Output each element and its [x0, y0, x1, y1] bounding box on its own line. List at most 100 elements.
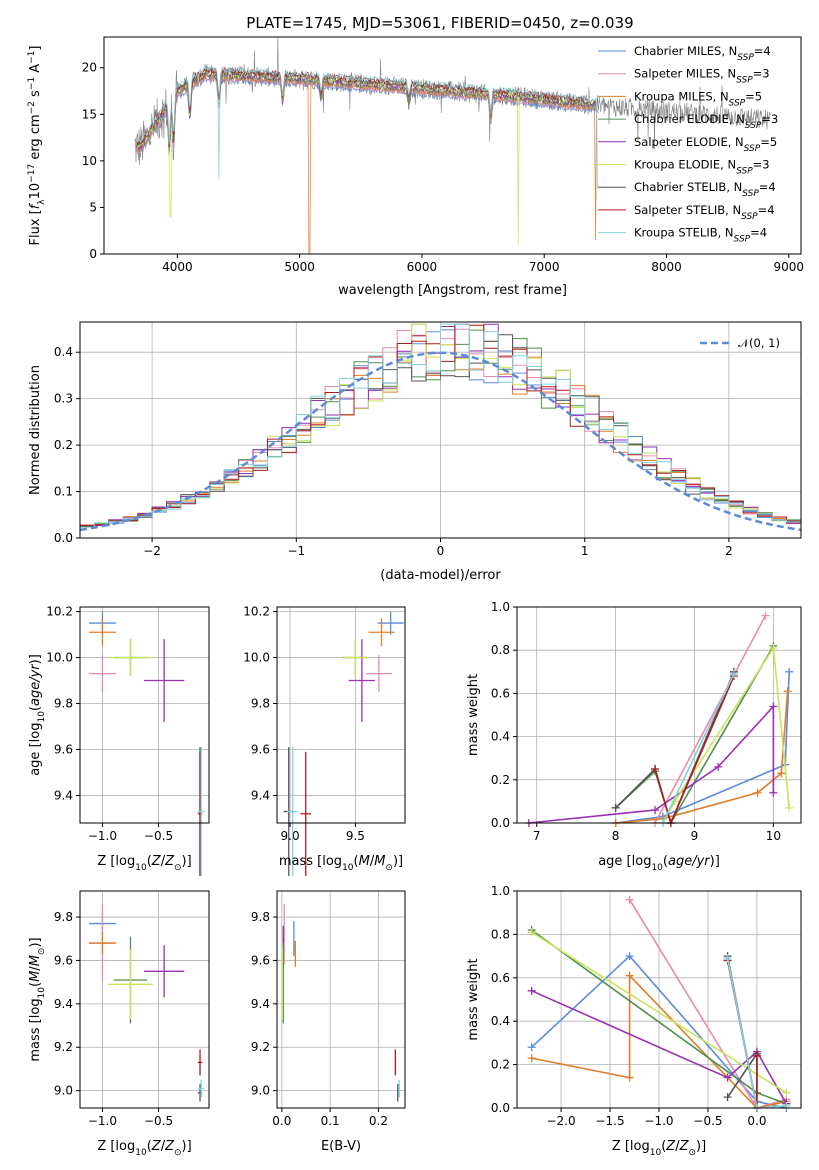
x-axis-label: mass [log10(M/M⊙)] [279, 854, 403, 873]
legend-label: Kroupa MILES, NSSP=5 [634, 89, 762, 108]
x-tick-label: 8000 [651, 260, 682, 274]
x-tick-label: 0.1 [321, 1114, 340, 1128]
axes-frame [276, 890, 406, 1109]
gaussian-curve [80, 351, 801, 532]
x-tick-label: 0.0 [272, 1114, 291, 1128]
mass-weight-marker [625, 952, 634, 961]
y-tick-label: 9.4 [251, 788, 270, 802]
x-tick-label: −1 [287, 544, 305, 558]
mass-weight-marker [723, 1093, 732, 1102]
y-tick-label: 15 [82, 107, 97, 121]
mass-weight-line [528, 704, 775, 824]
mass-weight-line [662, 673, 735, 824]
x-tick-label: 9000 [773, 260, 804, 274]
panels-group: 4000 5000 6000 7000 8000 900005101520Chabrier… [27, 36, 804, 1158]
mass-weight-marker [723, 1073, 732, 1082]
mass-weight-marker [783, 687, 792, 696]
x-tick-label: −2.0 [546, 1114, 575, 1128]
histogram-step [80, 323, 801, 538]
y-tick-label: 0.8 [491, 643, 510, 657]
y-tick-label: 9.2 [251, 1040, 270, 1054]
y-axis-label: Normed distribution [28, 365, 43, 495]
legend-label: Chabrier MILES, NSSP=4 [634, 44, 771, 63]
age-vs-metallicity-panel: −1.0 −0.5 9.4 9.6 9.8 10.0 10.2 Z [log10(Z/Z⊙)]… [28, 605, 210, 876]
x-tick-label: 9.0 [281, 829, 300, 843]
y-tick-label: 9.8 [54, 697, 73, 711]
histogram-lines [80, 323, 801, 538]
residuals-panel: −2 −1 0 1 2 0.0 0.1 0.2 0.3 0.4 𝒩(0, 1) (data-model… [28, 321, 802, 583]
histogram-step [80, 323, 801, 538]
y-tick-label: 9.0 [54, 1084, 73, 1098]
x-axis-label: age [log10(age/yr)] [598, 854, 720, 873]
mass-vs-metallicity-panel: −1.0 −0.5 9.0 9.2 9.4 9.6 9.8 Z [log10(Z/Z⊙)] ma… [28, 890, 210, 1158]
mass-weight-marker [651, 806, 660, 815]
mass-weight-vs-age-panel: 7 8 9 10 0.0 0.2 0.4 0.6 0.8 1.0 age [log10(age/yr… [466, 600, 802, 873]
y-tick-label: 10.2 [243, 605, 270, 619]
mass-weight-marker [782, 1088, 791, 1097]
x-tick-label: 7 [533, 829, 541, 843]
x-axis-label: E(B-V) [321, 1139, 361, 1154]
model-spectrum-line [135, 74, 593, 154]
x-axis-label: (data-model)/error [380, 568, 501, 583]
x-tick-label: 9 [691, 829, 699, 843]
y-tick-label: 10.2 [46, 605, 73, 619]
x-tick-label: 6000 [407, 260, 438, 274]
y-tick-label: 10.0 [243, 651, 270, 665]
x-tick-label: 0.0 [747, 1114, 766, 1128]
mass-weight-line [654, 615, 767, 824]
y-axis-label: mass weight [466, 958, 481, 1040]
y-tick-label: 9.6 [54, 953, 73, 967]
y-tick-label: 0.0 [491, 1101, 510, 1115]
legend-label: Kroupa ELODIE, NSSP=3 [634, 158, 770, 177]
y-tick-label: 0.4 [491, 1014, 510, 1028]
y-tick-label: 0.0 [491, 816, 510, 830]
axes-frame [276, 606, 406, 824]
y-tick-label: 9.8 [54, 910, 73, 924]
y-tick-label: 10 [82, 154, 97, 168]
mass-weight-line [615, 671, 790, 824]
x-tick-label: −0.5 [144, 1114, 173, 1128]
age-vs-mass-panel: 9.0 9.5 9.4 9.6 9.8 10.0 10.2 mass [log10(M/M⊙)… [243, 605, 406, 876]
x-tick-label: −0.5 [144, 829, 173, 843]
y-tick-label: 0.0 [54, 531, 73, 545]
y-tick-label: 9.4 [54, 788, 73, 802]
histogram-step [80, 334, 801, 538]
y-tick-label: 9.4 [54, 997, 73, 1011]
mass-weight-marker [527, 1043, 536, 1052]
x-tick-label: 5000 [284, 260, 315, 274]
y-tick-label: 1.0 [491, 600, 510, 614]
mass-weight-line [531, 931, 787, 1094]
mass-weight-marker [625, 1073, 634, 1082]
y-tick-label: 9.8 [251, 697, 270, 711]
mass-weight-marker [625, 971, 634, 980]
mass-weight-line [615, 691, 789, 824]
y-tick-label: 0.3 [54, 392, 73, 406]
model-spectrum-line [135, 72, 597, 254]
mass-weight-marker [777, 769, 786, 778]
mass-weight-marker [527, 928, 536, 937]
histogram-step [80, 334, 801, 538]
legend-label: Kroupa STELIB, NSSP=4 [634, 226, 767, 245]
mass-weight-marker [625, 895, 634, 904]
x-tick-label: 4000 [162, 260, 193, 274]
histogram-step [80, 323, 801, 538]
y-tick-label: 0.4 [54, 345, 73, 359]
mass-weight-marker [527, 986, 536, 995]
histogram-step [80, 323, 801, 538]
x-tick-label: 2 [725, 544, 733, 558]
mass-weight-marker [752, 1051, 761, 1060]
y-tick-label: 0.6 [491, 686, 510, 700]
x-tick-label: 0 [437, 544, 445, 558]
legend-label: Chabrier ELODIE, NSSP=3 [634, 112, 778, 131]
x-tick-label: 8 [612, 829, 620, 843]
axes-frame [79, 890, 210, 1109]
y-tick-label: 20 [82, 61, 97, 75]
histogram-step [80, 323, 801, 538]
mass-weight-marker [723, 954, 732, 963]
legend-label: Salpeter MILES, NSSP=3 [634, 67, 770, 86]
x-tick-label: 9.5 [346, 829, 365, 843]
y-tick-label: 1.0 [491, 884, 510, 898]
y-axis-label: Flux [fλ10−17 erg cm−2 s−1 A−1] [27, 46, 47, 246]
y-tick-label: 9.4 [251, 997, 270, 1011]
